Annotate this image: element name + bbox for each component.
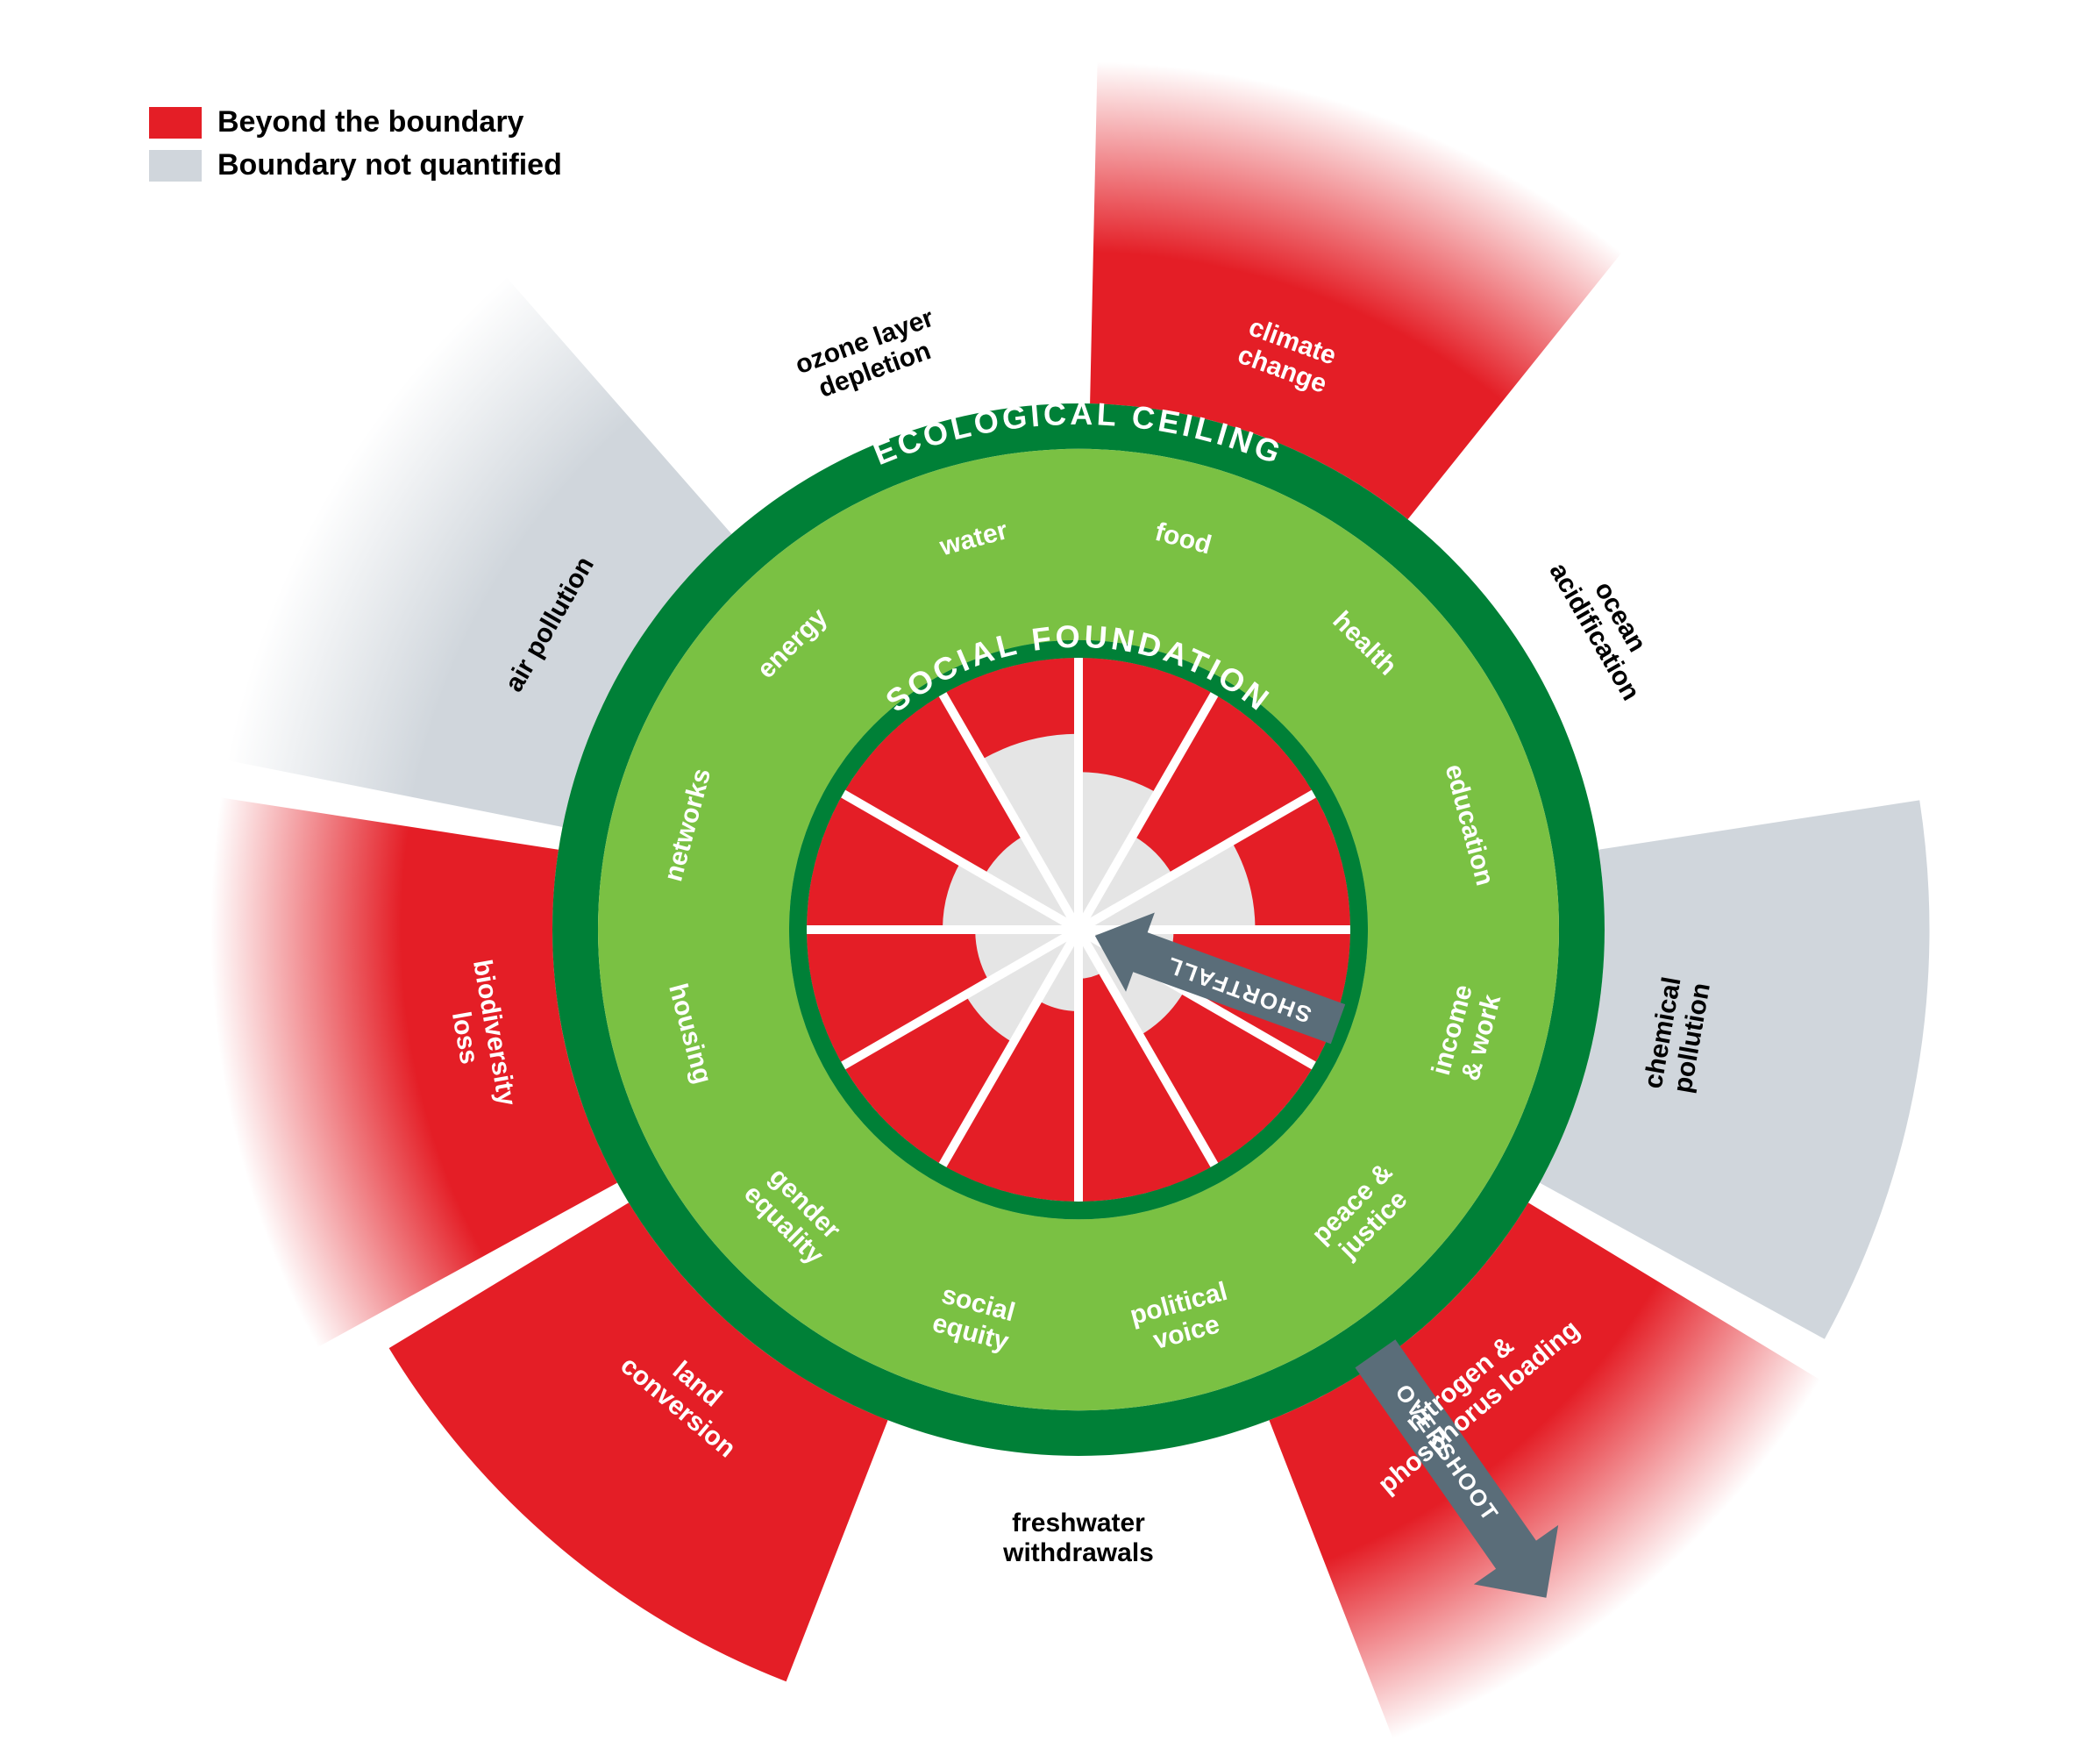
legend-item-unquantified: Boundary not quantified (149, 148, 562, 182)
legend-item-beyond: Beyond the boundary (149, 105, 562, 139)
legend-label-unquantified: Boundary not quantified (217, 148, 562, 182)
social-shortfall-wedges (807, 658, 1350, 1202)
legend-label-beyond: Beyond the boundary (217, 105, 523, 139)
diagram-svg: OVERSHOOTSHORTFALLECOLOGICAL CEILINGSOCI… (0, 0, 2100, 1762)
legend: Beyond the boundary Boundary not quantif… (149, 105, 562, 191)
legend-swatch-unquantified (149, 150, 202, 182)
doughnut-economics-diagram: OVERSHOOTSHORTFALLECOLOGICAL CEILINGSOCI… (0, 0, 2100, 1762)
eco-label: ozone layerdepletion (792, 303, 948, 409)
legend-swatch-beyond (149, 107, 202, 139)
eco-label: freshwaterwithdrawals (1002, 1509, 1154, 1567)
eco-label: oceanacidification (1543, 543, 1671, 705)
